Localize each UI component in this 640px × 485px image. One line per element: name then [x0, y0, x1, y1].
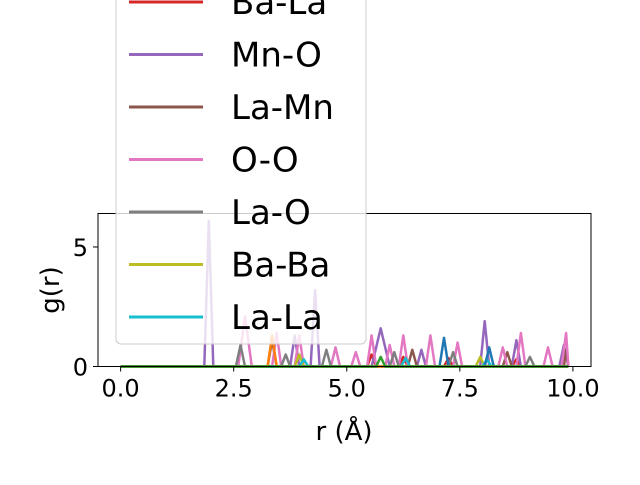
- legend-label-mn-o: Mn-O: [231, 36, 322, 76]
- y-ticks: 05: [73, 234, 98, 382]
- legend-label-ba-ba: Ba-Ba: [231, 246, 330, 286]
- y-axis-label: g(r): [36, 266, 66, 313]
- x-tick-label: 2.5: [215, 375, 253, 403]
- x-tick-label: 0.0: [102, 375, 140, 403]
- legend-label-ba-la: Ba-La: [231, 0, 327, 23]
- x-axis-label: r (Å): [315, 415, 372, 447]
- x-tick-label: 5.0: [328, 375, 366, 403]
- legend-label-o-o: O-O: [231, 141, 299, 181]
- series-line-la-la: [120, 356, 569, 368]
- legend-label-la-o: La-O: [231, 193, 311, 233]
- x-ticks: 0.0 2.5 5.0 7.5 10.0: [102, 366, 600, 403]
- legend: Ba-La Mn-O La-Mn O-O La-O Ba-Ba La-La: [115, 0, 367, 345]
- y-tick-label: 0: [73, 354, 88, 382]
- legend-box: [115, 0, 367, 345]
- x-tick-label: 7.5: [441, 375, 479, 403]
- legend-label-la-mn: La-Mn: [231, 88, 334, 128]
- y-tick-label: 5: [73, 234, 88, 262]
- legend-label-la-la: La-La: [231, 298, 323, 338]
- x-tick-label: 10.0: [546, 375, 599, 403]
